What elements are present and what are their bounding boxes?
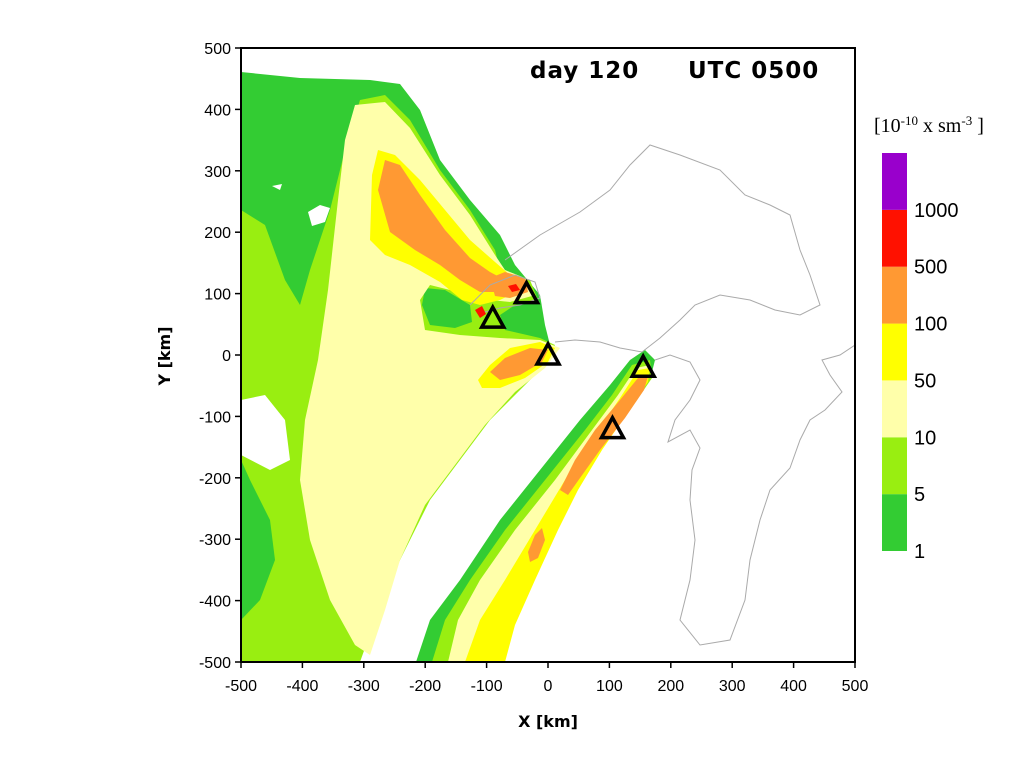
y-tick-label: -200 xyxy=(199,471,231,488)
y-axis-label: Y [km] xyxy=(155,326,174,386)
contour-gap-3 xyxy=(272,184,282,190)
y-tick-label: 400 xyxy=(204,102,231,119)
x-tick-label: 0 xyxy=(544,678,553,695)
source-triangle xyxy=(534,340,562,366)
y-tick-label: 100 xyxy=(204,287,231,304)
contour-gap-2 xyxy=(308,205,330,226)
y-tick-label: 0 xyxy=(222,348,231,365)
y-axis: -500 -400 -300 -200 -100 0 100 200 300 400 500 xyxy=(199,41,241,672)
legend-colorbar xyxy=(882,153,907,551)
y-tick-label: -100 xyxy=(199,409,231,426)
contour-level-100b xyxy=(490,272,528,298)
legend-level-label: 10 xyxy=(914,427,936,449)
legend-level-label: 500 xyxy=(914,257,947,279)
y-tick-label: 300 xyxy=(204,164,231,181)
annotation-utc: UTC 0500 xyxy=(688,58,819,84)
legend-level-label: 100 xyxy=(914,314,947,336)
contour-level-100 xyxy=(378,160,505,292)
legend: [10-10 x sm-3 ] 1 5 10 50 100 500 1000 xyxy=(874,113,984,564)
legend-swatch xyxy=(882,380,907,438)
legend-level-label: 5 xyxy=(914,484,925,506)
legend-unit: [10-10 x sm-3 ] xyxy=(874,113,984,138)
y-tick-label: 200 xyxy=(204,225,231,242)
contour-level-100e xyxy=(528,528,545,562)
x-tick-label: 200 xyxy=(657,678,684,695)
x-tick-label: -500 xyxy=(225,678,257,695)
x-axis: -500 -400 -300 -200 -100 0 100 200 300 400 500 xyxy=(225,662,868,695)
legend-swatch xyxy=(882,209,907,267)
x-tick-label: -200 xyxy=(409,678,441,695)
contour-level-500b xyxy=(508,284,520,292)
contour-pocket xyxy=(422,288,472,328)
source-triangle xyxy=(512,278,541,305)
y-tick-label: -400 xyxy=(199,594,231,611)
y-tick-label: 500 xyxy=(204,41,231,58)
coastline-north xyxy=(504,144,821,353)
contour-level-10 xyxy=(300,102,560,655)
x-tick-label: 300 xyxy=(719,678,746,695)
contour-level-100c xyxy=(490,348,548,380)
legend-swatch xyxy=(882,266,907,324)
x-axis-label: X [km] xyxy=(518,712,578,731)
y-tick-label: -500 xyxy=(199,655,231,672)
contour-field xyxy=(241,72,655,662)
x-tick-label: -300 xyxy=(348,678,380,695)
coastline-inner xyxy=(469,274,541,313)
legend-swatch xyxy=(882,437,907,495)
legend-level-label: 1 xyxy=(914,541,925,563)
legend-swatch xyxy=(882,323,907,381)
x-tick-label: 400 xyxy=(780,678,807,695)
source-triangle xyxy=(478,303,507,329)
x-tick-label: 500 xyxy=(842,678,869,695)
legend-level-label: 1000 xyxy=(914,200,959,222)
legend-labels: 1 5 10 50 100 500 1000 xyxy=(914,200,959,563)
coastline xyxy=(469,144,855,646)
source-triangle xyxy=(629,352,658,379)
legend-swatch xyxy=(882,494,907,551)
contour-level-500 xyxy=(475,306,486,318)
annotation-day: day 120 xyxy=(530,58,639,84)
y-tick-label: -300 xyxy=(199,532,231,549)
legend-level-label: 50 xyxy=(914,370,936,392)
coastline-south xyxy=(654,344,855,646)
source-triangle xyxy=(598,414,627,440)
source-markers xyxy=(478,278,658,440)
legend-swatch xyxy=(882,153,907,210)
contour-gap-1 xyxy=(241,395,290,470)
x-tick-label: 100 xyxy=(596,678,623,695)
x-tick-label: -100 xyxy=(471,678,503,695)
x-tick-label: -400 xyxy=(286,678,318,695)
